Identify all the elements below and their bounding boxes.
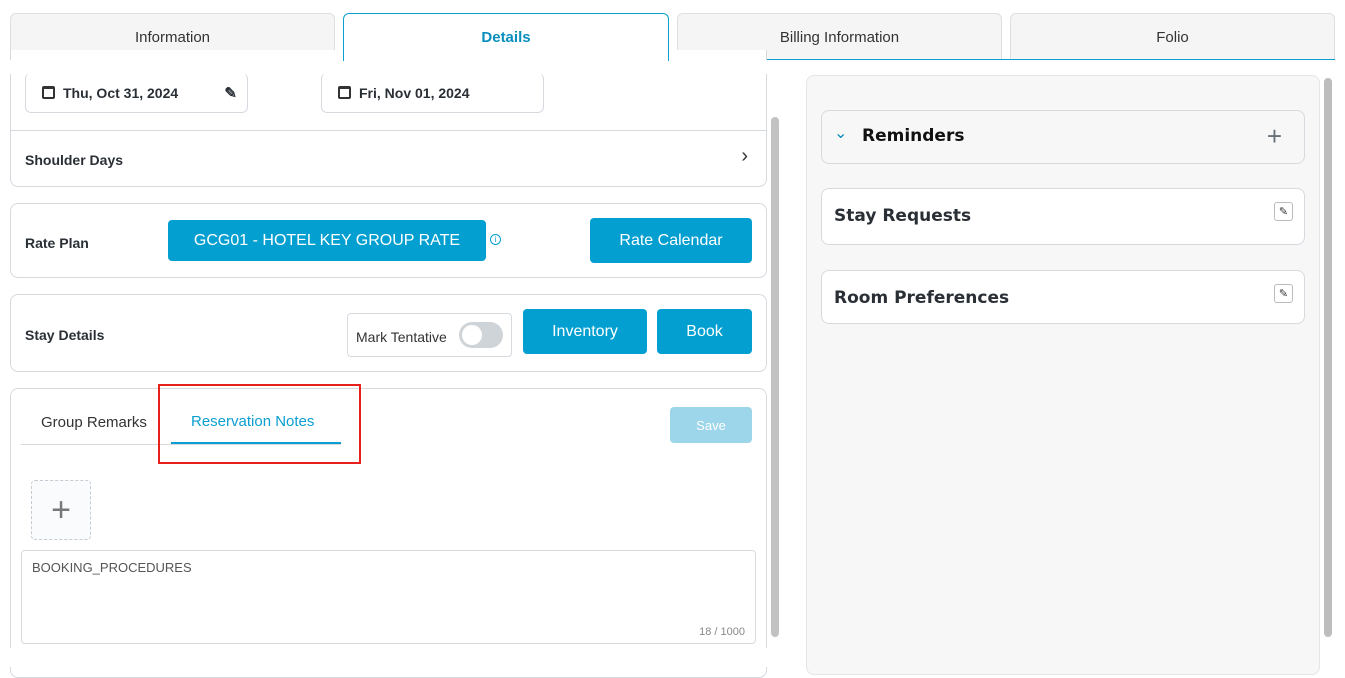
highlight-box xyxy=(158,384,361,464)
arrival-date: Thu, Oct 31, 2024 xyxy=(63,84,179,101)
book-button[interactable]: Book xyxy=(657,309,752,354)
tab-label: Billing Information xyxy=(779,28,900,46)
room-preferences-card: Room Preferences ✎ xyxy=(821,270,1305,324)
pencil-icon[interactable]: ✎ xyxy=(224,84,237,102)
calendar-icon xyxy=(338,86,351,99)
active-tab-indicator xyxy=(171,442,341,444)
tab-label: Details xyxy=(481,29,531,46)
left-scrollbar[interactable] xyxy=(771,117,779,637)
notes-textarea[interactable]: BOOKING_PROCEDURES 18 / 1000 xyxy=(21,550,756,644)
chevron-down-icon[interactable]: ⌄ xyxy=(834,125,848,142)
character-counter: 18 / 1000 xyxy=(699,626,745,638)
shoulder-days-row[interactable]: Shoulder Days › xyxy=(11,131,766,186)
mark-tentative-box: Mark Tentative xyxy=(347,313,512,357)
right-panel xyxy=(806,75,1320,675)
tab-label: Folio xyxy=(1156,28,1189,46)
arrival-date-field[interactable]: Thu, Oct 31, 2024 ✎ xyxy=(25,73,248,113)
reminders-card: ⌄ Reminders + xyxy=(821,110,1305,164)
notes-card xyxy=(10,388,767,678)
shoulder-days-label: Shoulder Days xyxy=(25,152,124,168)
edit-icon[interactable]: ✎ xyxy=(1274,202,1293,221)
departure-date-field[interactable]: Fri, Nov 01, 2024 xyxy=(321,73,544,113)
info-icon[interactable]: i xyxy=(490,234,501,245)
rate-plan-button[interactable]: GCG01 - HOTEL KEY GROUP RATE xyxy=(168,220,486,261)
tab-group-remarks[interactable]: Group Remarks xyxy=(41,414,147,431)
edit-icon[interactable]: ✎ xyxy=(1274,284,1293,303)
room-preferences-title: Room Preferences xyxy=(834,288,1010,308)
chevron-right-icon: › xyxy=(741,145,748,167)
tab-reservation-notes[interactable]: Reservation Notes xyxy=(191,413,315,430)
right-scrollbar[interactable] xyxy=(1324,78,1332,637)
add-reminder-icon[interactable]: + xyxy=(1266,121,1282,151)
stay-details-label: Stay Details xyxy=(25,327,105,343)
stay-requests-title: Stay Requests xyxy=(834,206,972,226)
save-button[interactable]: Save xyxy=(670,407,752,443)
tab-label: Information xyxy=(134,28,211,46)
plus-icon: + xyxy=(51,490,71,529)
tentative-toggle[interactable] xyxy=(459,322,503,348)
stay-requests-card: Stay Requests ✎ xyxy=(821,188,1305,245)
departure-date: Fri, Nov 01, 2024 xyxy=(359,84,470,101)
rate-calendar-button[interactable]: Rate Calendar xyxy=(590,218,752,263)
reminders-title: Reminders xyxy=(862,126,965,146)
mark-tentative-label: Mark Tentative xyxy=(356,329,447,345)
tab-details[interactable]: Details xyxy=(343,13,669,61)
inventory-button[interactable]: Inventory xyxy=(523,309,647,354)
add-attachment-button[interactable]: + xyxy=(31,480,91,540)
tab-folio[interactable]: Folio xyxy=(1010,13,1335,60)
rate-plan-label: Rate Plan xyxy=(25,235,89,251)
calendar-icon xyxy=(42,86,55,99)
notes-text: BOOKING_PROCEDURES xyxy=(32,560,192,575)
